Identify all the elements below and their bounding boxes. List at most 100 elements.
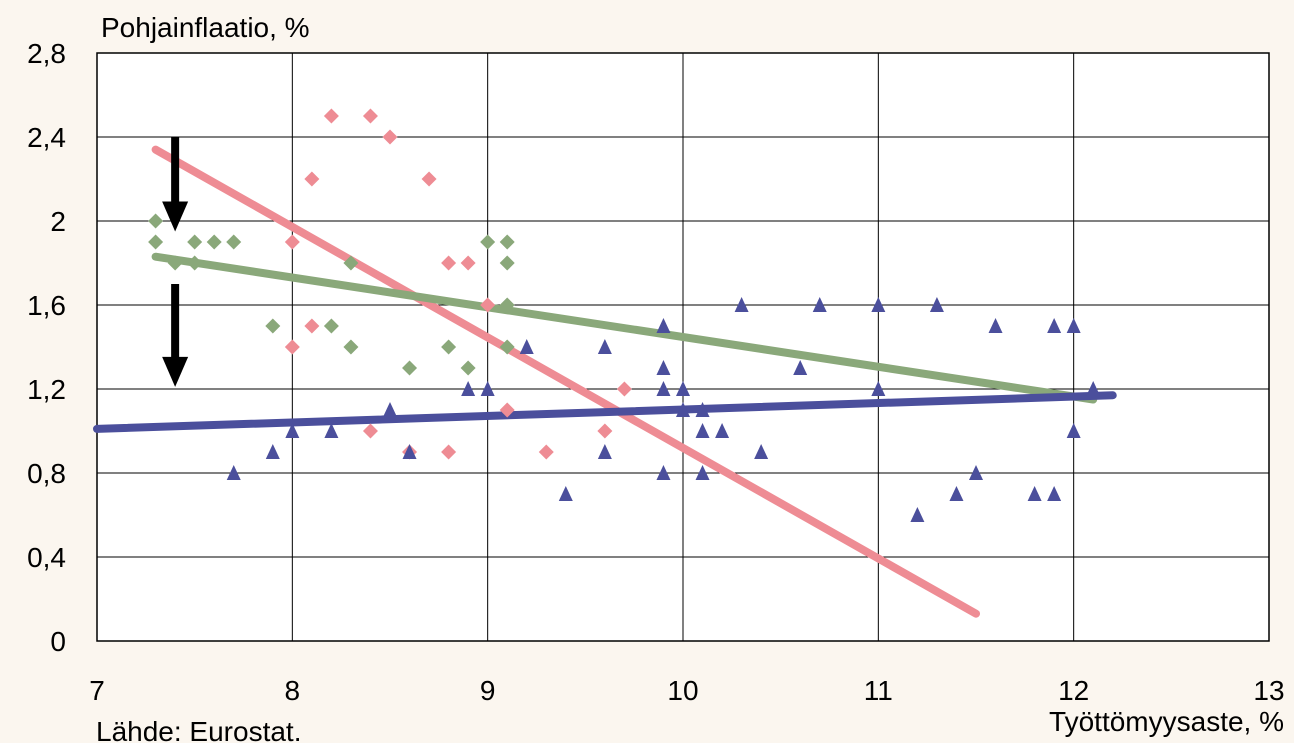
data-point-series-3 bbox=[929, 297, 944, 312]
x-tick-label: 12 bbox=[1058, 675, 1089, 706]
data-point-series-2 bbox=[148, 234, 164, 250]
data-point-series-2 bbox=[343, 339, 359, 355]
data-point-series-1 bbox=[441, 444, 457, 460]
data-point-series-2 bbox=[187, 234, 203, 250]
data-point-series-2 bbox=[343, 255, 359, 271]
data-point-series-1 bbox=[480, 297, 496, 313]
arrow-head bbox=[162, 356, 189, 387]
data-point-series-3 bbox=[969, 465, 983, 480]
arrow-head bbox=[162, 201, 189, 232]
data-point-series-3 bbox=[715, 423, 730, 438]
data-point-series-1 bbox=[323, 108, 339, 124]
y-tick-label: 0,8 bbox=[27, 458, 66, 489]
data-point-series-3 bbox=[558, 486, 573, 501]
data-point-series-3 bbox=[519, 339, 534, 354]
data-point-series-2 bbox=[499, 234, 515, 250]
data-point-series-1 bbox=[304, 318, 320, 334]
data-point-series-2 bbox=[206, 234, 222, 250]
data-point-series-1 bbox=[616, 381, 632, 397]
x-tick-label: 9 bbox=[480, 675, 496, 706]
data-point-series-1 bbox=[362, 108, 378, 124]
data-point-series-3 bbox=[734, 297, 749, 312]
x-tick-label: 8 bbox=[285, 675, 301, 706]
data-point-series-2 bbox=[167, 255, 183, 271]
data-point-series-3 bbox=[1047, 486, 1062, 501]
data-point-series-3 bbox=[988, 318, 1003, 333]
data-point-series-3 bbox=[656, 318, 671, 333]
data-point-series-3 bbox=[871, 297, 886, 312]
data-point-series-1 bbox=[460, 255, 476, 271]
data-point-series-3 bbox=[695, 465, 710, 480]
data-point-series-3 bbox=[1027, 486, 1042, 501]
data-point-series-3 bbox=[656, 465, 671, 480]
plot-border bbox=[96, 52, 1270, 642]
trendline-series-3 bbox=[93, 391, 1117, 433]
data-point-series-3 bbox=[265, 444, 280, 459]
data-point-series-3 bbox=[285, 423, 300, 438]
y-tick-label: 1,6 bbox=[27, 290, 66, 321]
x-tick-label: 11 bbox=[864, 675, 893, 706]
data-point-series-3 bbox=[597, 444, 612, 459]
data-point-series-3 bbox=[324, 423, 339, 438]
data-point-series-3 bbox=[1066, 423, 1081, 438]
data-point-series-1 bbox=[284, 234, 300, 250]
down-arrow-2 bbox=[162, 284, 189, 387]
data-point-series-3 bbox=[910, 507, 925, 522]
data-point-series-1 bbox=[382, 129, 398, 145]
trendline-series-2 bbox=[151, 252, 1098, 404]
data-point-series-3 bbox=[656, 360, 671, 375]
data-point-series-2 bbox=[499, 339, 515, 355]
data-point-series-3 bbox=[676, 381, 690, 396]
data-point-series-2 bbox=[480, 234, 496, 250]
data-point-series-1 bbox=[441, 255, 457, 271]
data-point-series-3 bbox=[402, 444, 417, 459]
data-point-series-1 bbox=[499, 402, 515, 418]
y-tick-label: 2,4 bbox=[27, 122, 66, 153]
x-tick-label: 10 bbox=[667, 675, 698, 706]
data-point-series-3 bbox=[812, 297, 827, 312]
y-tick-label: 2 bbox=[50, 206, 66, 237]
x-tick-label: 7 bbox=[89, 675, 105, 706]
data-point-series-3 bbox=[871, 381, 886, 396]
data-point-series-3 bbox=[656, 381, 671, 396]
data-point-series-1 bbox=[284, 339, 300, 355]
data-point-series-3 bbox=[754, 444, 769, 459]
data-point-series-3 bbox=[695, 423, 710, 438]
data-point-series-1 bbox=[362, 423, 378, 439]
data-point-series-3 bbox=[461, 381, 476, 396]
y-tick-label: 1,2 bbox=[27, 374, 66, 405]
data-point-series-1 bbox=[421, 171, 437, 187]
data-point-series-2 bbox=[460, 360, 476, 376]
data-point-series-2 bbox=[499, 255, 515, 271]
data-point-series-3 bbox=[1086, 381, 1101, 396]
data-point-series-2 bbox=[441, 339, 457, 355]
data-point-series-2 bbox=[265, 318, 281, 334]
data-point-series-3 bbox=[676, 402, 690, 417]
data-point-series-3 bbox=[1066, 318, 1081, 333]
down-arrow-1 bbox=[162, 137, 189, 232]
y-tick-label: 0,4 bbox=[27, 542, 66, 573]
source-note: Lähde: Eurostat. bbox=[96, 716, 302, 743]
data-point-series-2 bbox=[499, 297, 515, 313]
trendline-series-1 bbox=[151, 145, 980, 618]
data-point-series-3 bbox=[480, 381, 495, 396]
x-axis-title: Työttömyysaste, % bbox=[1049, 706, 1284, 737]
data-point-series-1 bbox=[597, 423, 613, 439]
data-point-series-3 bbox=[949, 486, 964, 501]
x-tick-label: 13 bbox=[1253, 675, 1284, 706]
data-point-series-3 bbox=[695, 402, 710, 417]
data-point-series-2 bbox=[226, 234, 242, 250]
data-point-series-1 bbox=[538, 444, 554, 460]
data-point-series-2 bbox=[187, 255, 203, 271]
data-point-series-3 bbox=[383, 402, 397, 417]
data-point-series-2 bbox=[323, 318, 339, 334]
data-point-series-2 bbox=[402, 360, 418, 376]
y-tick-label: 0 bbox=[50, 626, 66, 657]
data-point-series-3 bbox=[226, 465, 241, 480]
data-point-series-3 bbox=[597, 339, 612, 354]
data-point-series-2 bbox=[148, 213, 164, 229]
data-point-series-3 bbox=[1047, 318, 1062, 333]
y-axis-title: Pohjainflaatio, % bbox=[101, 12, 310, 43]
